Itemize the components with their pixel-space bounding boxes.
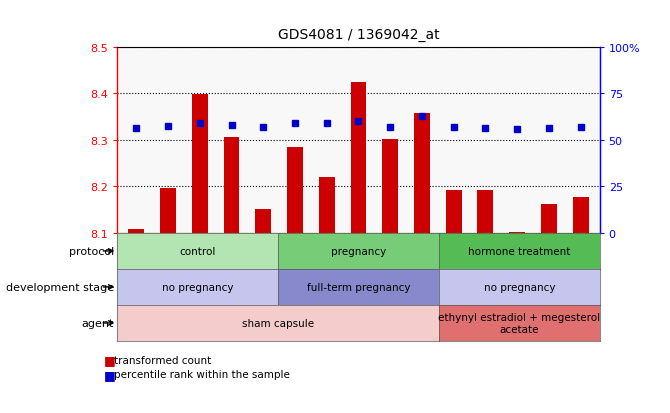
Bar bbox=[541, 204, 557, 233]
Text: no pregnancy: no pregnancy bbox=[484, 282, 555, 292]
Text: percentile rank within the sample: percentile rank within the sample bbox=[114, 369, 289, 379]
Text: ■: ■ bbox=[104, 353, 116, 366]
Text: pregnancy: pregnancy bbox=[331, 246, 386, 256]
Text: full-term pregnancy: full-term pregnancy bbox=[307, 282, 410, 292]
Bar bbox=[573, 197, 588, 233]
Text: sham capsule: sham capsule bbox=[242, 318, 314, 328]
Text: hormone treatment: hormone treatment bbox=[468, 246, 570, 256]
Bar bbox=[129, 230, 144, 233]
Bar bbox=[224, 138, 239, 233]
Bar bbox=[160, 188, 176, 233]
Bar bbox=[478, 190, 493, 233]
Text: agent: agent bbox=[82, 318, 114, 328]
Bar bbox=[287, 147, 303, 233]
Text: development stage: development stage bbox=[6, 282, 114, 292]
Bar bbox=[383, 140, 398, 233]
Text: ■: ■ bbox=[104, 368, 116, 381]
Bar bbox=[414, 114, 430, 233]
Bar bbox=[255, 209, 271, 233]
Text: ethynyl estradiol + megesterol
acetate: ethynyl estradiol + megesterol acetate bbox=[438, 312, 600, 335]
Text: no pregnancy: no pregnancy bbox=[162, 282, 233, 292]
Title: GDS4081 / 1369042_at: GDS4081 / 1369042_at bbox=[277, 28, 440, 42]
Bar bbox=[446, 190, 462, 233]
Text: control: control bbox=[180, 246, 216, 256]
Bar bbox=[192, 95, 208, 233]
Bar bbox=[350, 83, 366, 233]
Text: protocol: protocol bbox=[68, 246, 114, 256]
Bar bbox=[319, 178, 334, 233]
Text: transformed count: transformed count bbox=[114, 355, 211, 365]
